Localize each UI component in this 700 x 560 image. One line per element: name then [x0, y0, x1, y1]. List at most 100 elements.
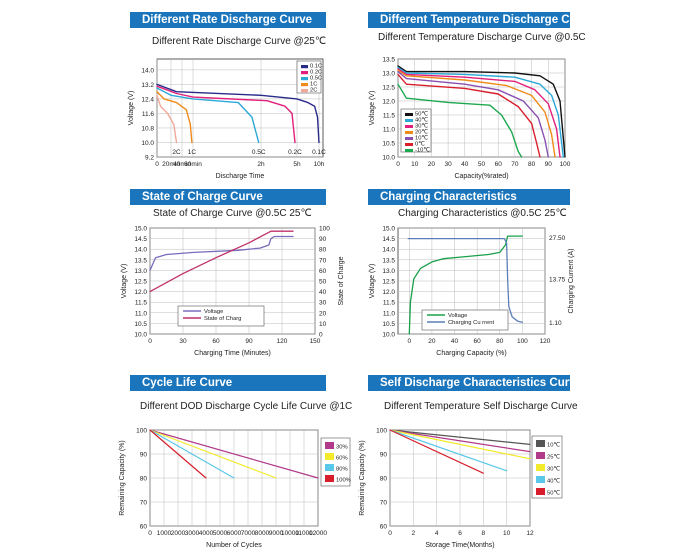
y-axis-label: Voltage (V) — [369, 91, 376, 126]
banner-charging-characteristics: Charging Characteristics — [368, 189, 570, 205]
y2-axis-label: State of Charge — [338, 256, 345, 305]
x-tick-label: 8 — [482, 530, 486, 537]
y-tick-label: 14.0 — [134, 247, 147, 254]
series-line-Voltage — [149, 235, 294, 272]
legend-label: 40℃ — [547, 479, 560, 485]
series-line-2C — [156, 94, 178, 144]
legend-label: -10℃ — [415, 148, 430, 154]
legend-swatch — [405, 131, 413, 134]
x-tick-label: 30 — [179, 338, 187, 345]
x-tick-label: 10 — [411, 161, 419, 168]
banner-temperature-discharge: Different Temperature Discharge Curve — [368, 12, 594, 28]
banner-cycle-life: Cycle Life Curve — [130, 375, 326, 391]
series-line-100 — [149, 429, 207, 479]
chart-title-rate-discharge: Different Rate Discharge Curve @25℃ — [152, 36, 327, 47]
series-line-05C — [156, 87, 260, 144]
y-tick-label: 14.5 — [382, 236, 395, 243]
legend-swatch — [405, 119, 413, 122]
x-tick-label: 10000 — [281, 530, 299, 537]
legend-swatch — [405, 137, 413, 140]
legend-swatch — [405, 125, 413, 128]
legend-label: Charging Cu rrent — [448, 320, 494, 326]
y-tick-label: 10.0 — [382, 332, 395, 339]
y-tick-label: 11.5 — [383, 113, 396, 120]
legend-label: 25℃ — [547, 455, 560, 461]
x-tick-label: 12000 — [309, 530, 327, 537]
series-line-30 — [389, 429, 531, 460]
legend-swatch — [301, 89, 308, 93]
y2-tick-label: 80 — [319, 247, 327, 254]
y-tick-label: 13.5 — [134, 257, 147, 264]
x-tick-label: 0 — [388, 530, 392, 537]
x-tick-label: 5000 — [213, 530, 228, 537]
x-tick-label: 20 — [428, 338, 436, 345]
x-tick-label: 12 — [526, 530, 534, 537]
y-tick-label: 12.4 — [141, 96, 154, 103]
series-line-80 — [149, 429, 235, 479]
y-tick-label: 10.5 — [134, 321, 147, 328]
legend-label: 0.5C — [310, 76, 322, 82]
x-tick-label: 8000 — [255, 530, 270, 537]
chart-title-cycle-life: Different DOD Discharge Cycle Life Curve… — [140, 401, 353, 412]
y-tick-label: 12.0 — [382, 289, 395, 296]
series-line-StateofCharg — [149, 230, 294, 293]
legend-label: 30℃ — [415, 124, 428, 130]
y-tick-label: 90 — [140, 452, 148, 459]
legend-label: State of Charg — [204, 316, 241, 322]
y-tick-label: 70 — [380, 500, 388, 507]
series-end-label: 2C — [172, 149, 181, 156]
x-tick-label: 2 — [412, 530, 416, 537]
legend-swatch — [536, 464, 545, 471]
y-tick-label: 15.0 — [382, 226, 395, 233]
y-tick-label: 80 — [380, 476, 388, 483]
series-line-40 — [389, 429, 508, 472]
x-tick-label: 60min — [184, 161, 202, 168]
chart-title-self-discharge: Different Temperature Self Discharge Cur… — [384, 401, 578, 412]
x-tick-label: 60 — [495, 161, 503, 168]
series-line-1C — [156, 90, 193, 144]
y2-tick-label: 20 — [319, 310, 327, 317]
y-tick-label: 10.8 — [141, 125, 154, 132]
y2-tick-label: 30 — [319, 300, 327, 307]
legend-label: 80% — [336, 467, 348, 473]
x-axis-label: Storage Time(Months) — [425, 542, 494, 549]
y2-tick-label: 40 — [319, 289, 327, 296]
x-tick-label: 20 — [428, 161, 436, 168]
legend-label: 20℃ — [415, 130, 428, 136]
y-tick-label: 13.0 — [382, 268, 395, 275]
y-tick-label: 80 — [140, 476, 148, 483]
legend-swatch — [536, 452, 545, 459]
y-tick-label: 9.2 — [145, 155, 154, 162]
y-tick-label: 60 — [380, 524, 388, 531]
y-axis-label: Voltage (V) — [128, 91, 135, 126]
y-tick-label: 10.0 — [382, 155, 395, 162]
series-line-ChargingCurrent — [407, 237, 524, 323]
x-tick-label: 80 — [496, 338, 504, 345]
y-tick-label: 14.0 — [141, 67, 154, 74]
x-axis-label: Charging Time (Minutes) — [194, 350, 271, 357]
series-end-label: 0.1C — [312, 149, 326, 156]
y2-tick-label: 100 — [319, 226, 330, 233]
y-tick-label: 100 — [376, 428, 387, 435]
x-tick-label: 10h — [314, 161, 325, 168]
banner-rate-discharge: Different Rate Discharge Curve — [130, 12, 326, 28]
y-tick-label: 13.5 — [382, 257, 395, 264]
legend-swatch — [301, 77, 308, 81]
x-tick-label: 6 — [458, 530, 462, 537]
y2-tick-label: 90 — [319, 236, 327, 243]
x-tick-label: 0 — [148, 530, 152, 537]
x-tick-label: 60 — [212, 338, 220, 345]
y2-tick-label: 10 — [319, 321, 327, 328]
x-tick-label: 90 — [245, 338, 253, 345]
legend-swatch — [325, 453, 334, 460]
legend-swatch — [536, 488, 545, 495]
x-tick-label: 11000 — [295, 530, 313, 537]
y-tick-label: 11.5 — [383, 300, 396, 307]
series-line-30 — [397, 68, 561, 158]
chart-title-temperature-discharge: Different Temperature Discharge Curve @0… — [378, 32, 586, 43]
legend-swatch — [325, 475, 334, 482]
x-tick-label: 2000 — [171, 530, 186, 537]
y-tick-label: 100 — [136, 428, 147, 435]
series-line-25 — [389, 429, 531, 453]
